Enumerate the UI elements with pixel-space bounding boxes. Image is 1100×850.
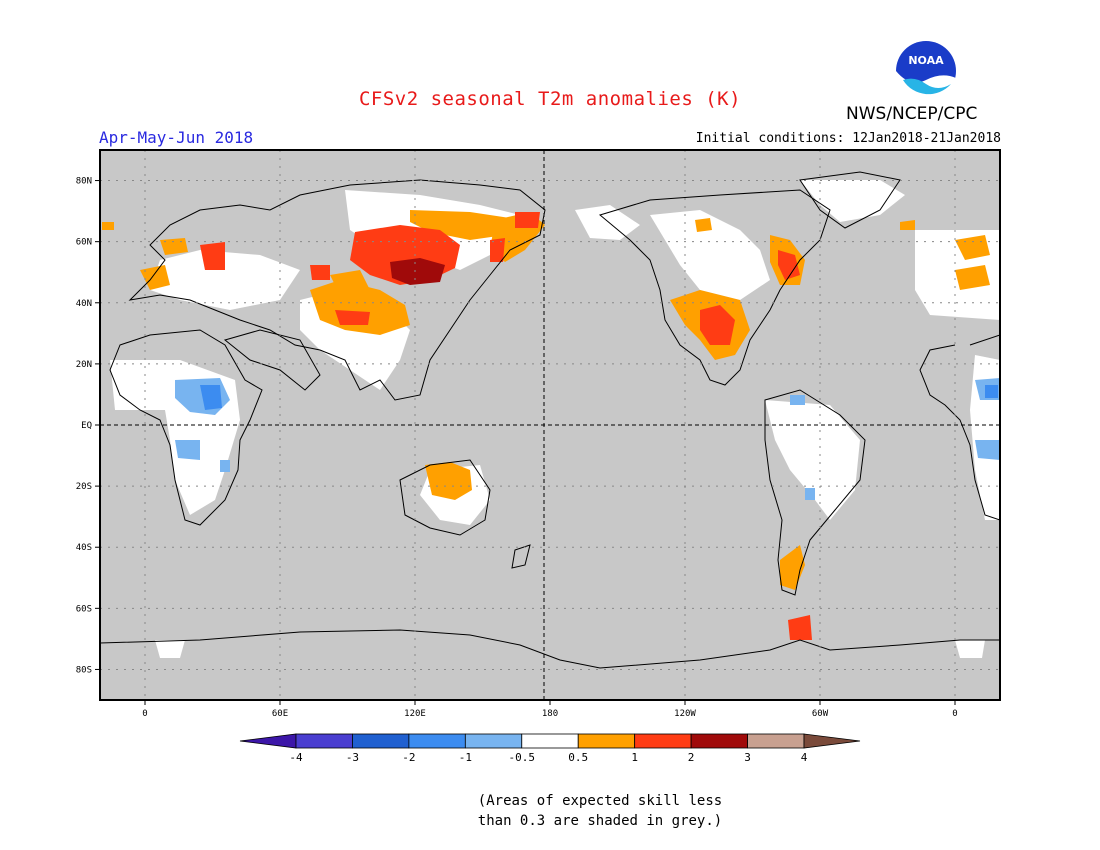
organization-label: NWS/NCEP/CPC [846,104,978,124]
coastlines [100,171,1000,669]
skill-note: (Areas of expected skill less than 0.3 a… [0,791,1100,831]
lat-tick-label: 60N [76,238,92,248]
lon-tick-label: 0 [142,709,147,719]
colorbar-segment [352,733,410,749]
colorbar-label: -1 [459,751,472,764]
grid-lines [100,150,1000,700]
skill-note-line2: than 0.3 are shaded in grey.) [477,813,723,829]
lon-tick-label: 0 [952,709,957,719]
lat-tick-label: 80N [76,177,92,187]
season-label: Apr-May-Jun 2018 [99,128,254,147]
colorbar-segment [577,733,636,749]
axis-labels: 80N 60N 40N 20N EQ 20S 40S 60S 80S 0 60E 120E 180 120… [76,177,958,719]
anomaly-field [102,180,1000,658]
lon-tick-label: 60E [272,709,288,719]
initial-conditions: Initial conditions: 12Jan2018-21Jan2018 [695,131,1001,146]
colorbar-segment [747,733,805,749]
colorbar-segment [295,733,353,749]
colorbar-label: 4 [801,751,808,764]
skill-note-line1: (Areas of expected skill less [477,793,723,809]
colorbar-segment [634,733,692,749]
colorbar-label: -0.5 [509,751,536,764]
lat-tick-label: 40S [76,543,92,553]
colorbar-label: -3 [346,751,359,764]
colorbar-label: 0.5 [568,751,588,764]
chart-title: CFSv2 seasonal T2m anomalies (K) [358,88,742,110]
lon-tick-label: 120W [674,709,696,719]
colorbar-upper-triangle [803,733,861,749]
colorbar-label: -2 [402,751,415,764]
lat-tick-label: 40N [76,299,92,309]
colorbar-label: 2 [688,751,695,764]
lat-tick-label: 60S [76,604,92,614]
colorbar-lower-triangle [239,733,297,749]
lat-tick-label: 20N [76,360,92,370]
lon-tick-label: 120E [404,709,426,719]
colorbar-segment [521,733,579,749]
colorbar-segment [690,733,748,749]
noaa-logo-icon: NOAA [895,41,956,102]
colorbar-label: 3 [744,751,751,764]
colorbar: -4 -3 -2 -1 -0.5 0.5 1 2 3 4 [239,733,861,764]
map-layer [100,150,1000,700]
lat-tick-label: 80S [76,665,92,675]
noaa-logo-text: NOAA [908,54,944,67]
lon-tick-label: 180 [542,709,558,719]
lon-tick-label: 60W [812,709,829,719]
colorbar-label: 1 [631,751,638,764]
colorbar-label: -4 [289,751,303,764]
colorbar-segment [408,733,466,749]
colorbar-segment [464,733,523,749]
lat-tick-label: EQ [81,421,92,431]
lat-tick-label: 20S [76,482,92,492]
